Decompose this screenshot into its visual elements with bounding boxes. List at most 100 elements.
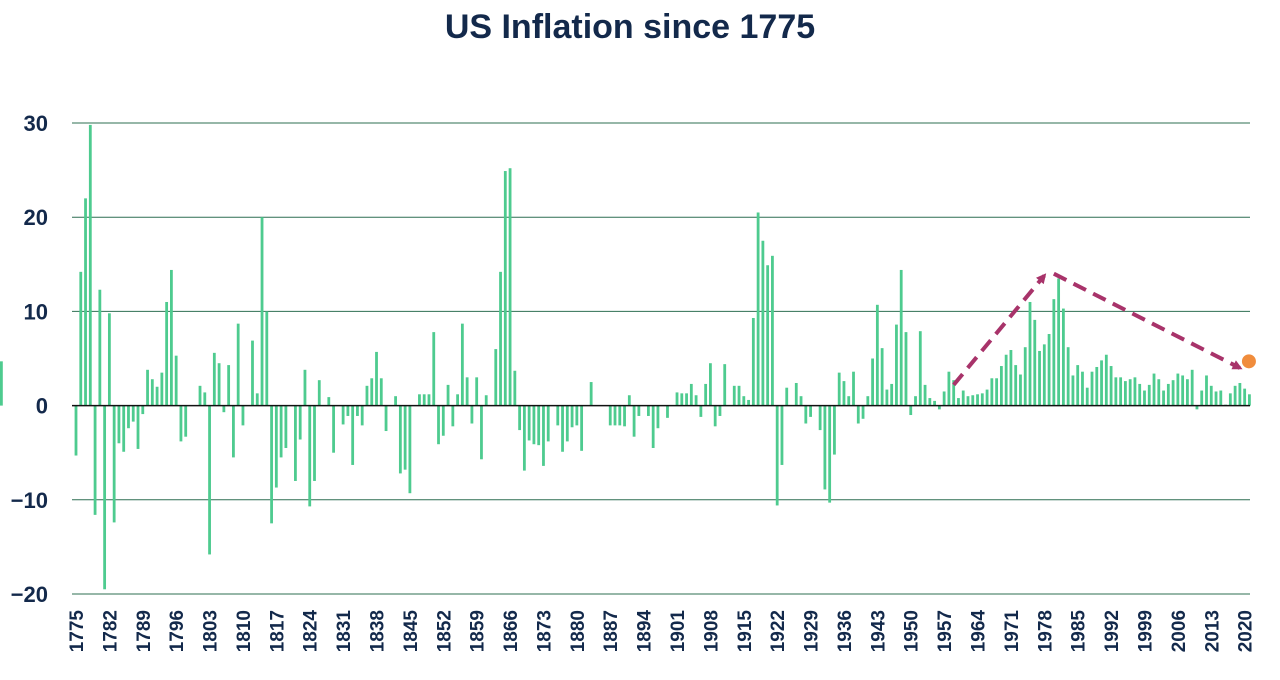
bar	[484, 395, 488, 406]
chart-title: US Inflation since 1775	[444, 8, 816, 46]
bar	[723, 364, 727, 406]
x-tick-label: 1999	[1136, 610, 1157, 652]
y-tick-label: 30	[24, 111, 48, 136]
x-tick-label: 1887	[601, 610, 622, 652]
bar	[809, 405, 812, 417]
x-tick-label: 1922	[768, 610, 789, 652]
bar	[341, 405, 345, 425]
bar	[470, 405, 474, 424]
gridlines	[72, 122, 1250, 595]
bar	[236, 323, 240, 406]
bar	[327, 397, 331, 406]
bar	[980, 393, 984, 406]
bar	[532, 405, 536, 445]
bar	[651, 405, 655, 448]
bar	[747, 399, 750, 406]
bar	[0, 361, 3, 406]
latest-value-marker	[1241, 354, 1256, 369]
annotations	[952, 271, 1256, 387]
bar	[823, 405, 827, 490]
bar	[165, 301, 169, 406]
x-tick-label: 1831	[334, 610, 355, 653]
bar	[508, 168, 512, 406]
bar	[446, 384, 450, 406]
bar	[274, 405, 278, 488]
y-tick-label: −10	[11, 488, 48, 513]
x-tick-label: 1775	[67, 610, 88, 653]
bar	[685, 393, 688, 406]
bars	[0, 124, 1251, 590]
bar	[1171, 380, 1175, 406]
x-tick-label: 1873	[535, 610, 556, 652]
bar	[1114, 377, 1118, 406]
bar	[895, 324, 898, 406]
bar	[303, 369, 307, 406]
bar	[952, 380, 956, 406]
y-tick-label: −20	[11, 582, 48, 607]
bar	[570, 405, 574, 428]
bar	[174, 355, 178, 406]
bar	[465, 377, 469, 406]
bar	[709, 363, 712, 406]
bar	[513, 370, 517, 406]
bar	[1233, 385, 1237, 406]
bar	[127, 405, 130, 429]
bar	[837, 372, 841, 406]
bar	[804, 405, 808, 424]
x-tick-label: 1782	[100, 610, 121, 652]
x-tick-label: 1950	[902, 610, 923, 652]
bar	[1109, 366, 1113, 406]
bar	[689, 383, 693, 406]
bar	[260, 217, 264, 406]
bar	[909, 405, 913, 416]
x-tick-label: 1852	[434, 610, 455, 652]
bar	[1186, 379, 1189, 406]
bar	[589, 382, 593, 406]
bar	[718, 405, 722, 416]
bar	[918, 331, 922, 406]
bar	[923, 384, 927, 406]
bar	[317, 380, 321, 406]
bar	[656, 405, 660, 429]
bar	[456, 394, 459, 406]
bar	[618, 405, 622, 426]
bar	[818, 405, 822, 431]
bar	[647, 405, 650, 416]
x-tick-label: 1978	[1035, 610, 1056, 652]
bar	[1076, 365, 1080, 406]
bar	[1100, 360, 1103, 406]
bar	[976, 394, 979, 406]
x-tick-label: 1901	[668, 610, 689, 653]
bar	[394, 396, 397, 406]
bar	[1028, 301, 1032, 406]
bar	[627, 395, 631, 406]
bar	[1019, 374, 1022, 406]
x-tick-label: 2013	[1202, 610, 1223, 652]
bar	[1238, 382, 1242, 406]
bar	[198, 385, 202, 406]
bar	[360, 405, 364, 426]
x-tick-label: 1810	[234, 610, 255, 652]
bar	[1057, 278, 1061, 406]
bar	[494, 349, 498, 406]
bar	[914, 396, 917, 406]
bar	[580, 405, 584, 451]
bar	[904, 332, 908, 406]
bar	[1200, 390, 1204, 406]
bar	[427, 394, 431, 406]
x-tick-label: 1915	[735, 610, 756, 653]
bar	[227, 365, 231, 406]
x-tick-label: 1908	[701, 610, 722, 652]
bar	[217, 363, 221, 406]
x-tick-label: 1845	[401, 610, 422, 653]
bar	[842, 381, 846, 406]
bar	[313, 405, 316, 481]
bar	[98, 289, 102, 406]
bar	[775, 405, 779, 506]
bar	[1009, 350, 1013, 406]
bar	[947, 371, 951, 406]
bar	[88, 124, 92, 406]
bar	[375, 351, 378, 406]
bar	[704, 383, 708, 406]
x-tick-label: 1971	[1002, 610, 1023, 653]
